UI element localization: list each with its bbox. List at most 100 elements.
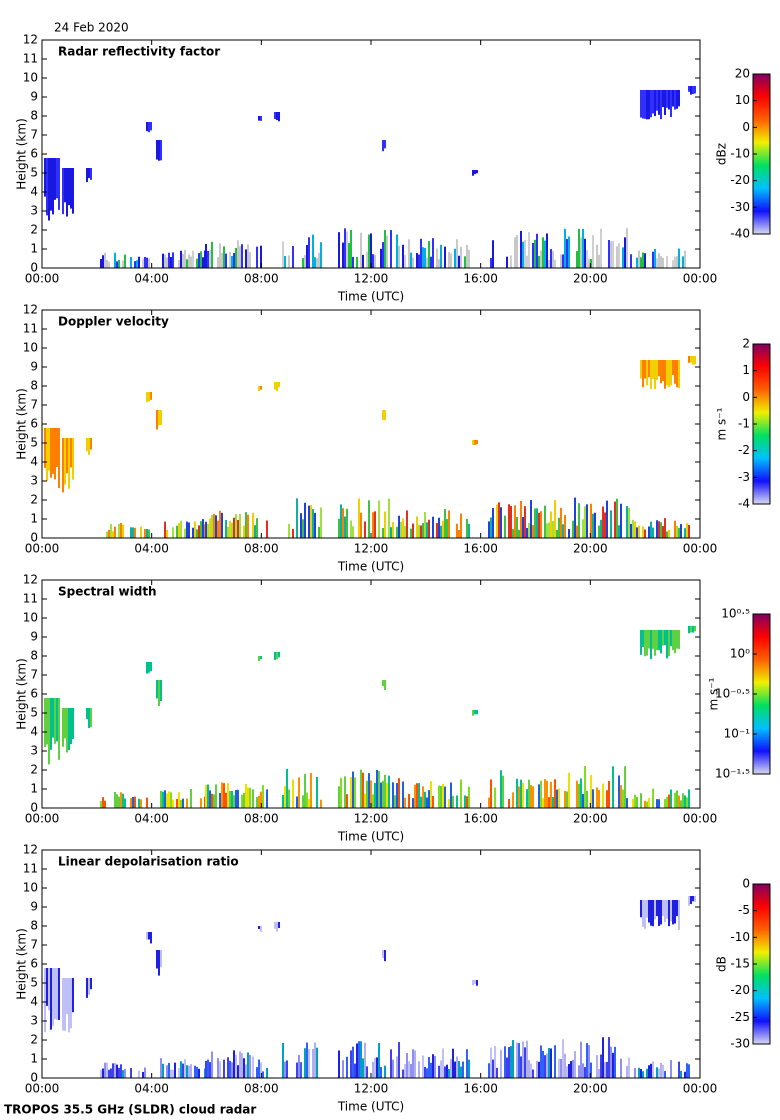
y-tick-label: 5 <box>30 436 38 450</box>
echo <box>532 786 534 808</box>
echo <box>552 796 554 808</box>
echo <box>64 438 66 485</box>
colorbar-tick-label: -10 <box>730 147 750 161</box>
echo <box>364 1042 366 1078</box>
echo <box>648 90 650 120</box>
echo <box>247 514 249 538</box>
echo <box>213 794 215 808</box>
echo <box>568 236 570 268</box>
echo <box>374 782 376 808</box>
echo <box>658 253 660 268</box>
echo <box>416 516 418 538</box>
echo <box>360 769 362 808</box>
echo <box>205 1060 207 1078</box>
echo <box>362 772 364 808</box>
echo <box>370 780 372 808</box>
echo <box>438 517 440 538</box>
echo <box>652 630 654 649</box>
echo <box>237 519 239 538</box>
echo <box>124 254 126 268</box>
echo <box>249 252 251 268</box>
echo <box>243 793 245 808</box>
echo <box>239 513 241 538</box>
echo <box>668 90 670 110</box>
echo <box>666 900 668 919</box>
echo <box>524 506 526 538</box>
y-tick-label: 6 <box>30 957 38 971</box>
echo <box>384 774 386 808</box>
echo <box>382 410 384 420</box>
echo <box>108 529 110 538</box>
echo <box>172 799 174 808</box>
echo <box>252 512 254 538</box>
echo <box>284 1061 286 1078</box>
echo <box>684 1071 686 1078</box>
echo <box>602 1037 604 1078</box>
echo <box>454 248 456 268</box>
echo <box>205 243 207 268</box>
echo <box>582 793 584 808</box>
echo <box>456 239 458 268</box>
echo <box>213 513 215 538</box>
echo <box>282 241 284 268</box>
echo <box>644 800 646 808</box>
echo <box>618 775 620 808</box>
echo <box>674 630 676 654</box>
echo <box>598 525 600 538</box>
echo <box>504 1046 506 1078</box>
echo <box>390 230 392 268</box>
echo <box>664 518 666 538</box>
echo <box>118 523 120 538</box>
y-tick-label: 5 <box>30 706 38 720</box>
echo <box>664 630 666 646</box>
x-tick-label: 20:00 <box>573 542 608 556</box>
echo <box>52 428 54 474</box>
colorbar-label: dBz <box>715 143 729 165</box>
echo <box>52 968 54 1026</box>
echo <box>144 256 146 268</box>
echo <box>408 1061 410 1078</box>
echo <box>488 521 490 538</box>
echo <box>229 520 231 538</box>
echo <box>249 1054 251 1078</box>
echo <box>209 518 211 538</box>
y-tick-label: 7 <box>30 398 38 412</box>
echo <box>190 789 192 808</box>
echo <box>520 500 522 538</box>
echo <box>178 792 180 808</box>
echo <box>282 794 284 808</box>
echo <box>426 1068 428 1078</box>
echo <box>58 698 60 760</box>
echo <box>556 529 558 538</box>
echo <box>666 796 668 808</box>
panel-title: Spectral width <box>58 585 157 599</box>
echo <box>508 1047 510 1078</box>
echo <box>252 789 254 808</box>
echo <box>614 1046 616 1078</box>
echo <box>148 392 150 402</box>
echo <box>668 900 670 927</box>
echo <box>550 781 552 808</box>
echo <box>308 798 310 808</box>
echo <box>308 237 310 268</box>
plot-frame <box>41 579 701 809</box>
echo <box>241 244 243 268</box>
echo <box>460 513 462 538</box>
echo <box>219 243 221 268</box>
echo <box>346 1056 348 1078</box>
echo <box>640 257 642 268</box>
echo <box>116 1064 118 1078</box>
echo <box>402 244 404 268</box>
echo <box>660 256 662 268</box>
echo <box>344 228 346 268</box>
echo <box>130 527 132 538</box>
echo <box>622 789 624 808</box>
echo <box>558 517 560 538</box>
colorbar-label: m s⁻¹ <box>715 407 729 440</box>
echo <box>156 680 158 699</box>
echo <box>262 785 264 808</box>
echo <box>198 525 200 538</box>
echo <box>243 525 245 538</box>
echo <box>440 1060 442 1078</box>
